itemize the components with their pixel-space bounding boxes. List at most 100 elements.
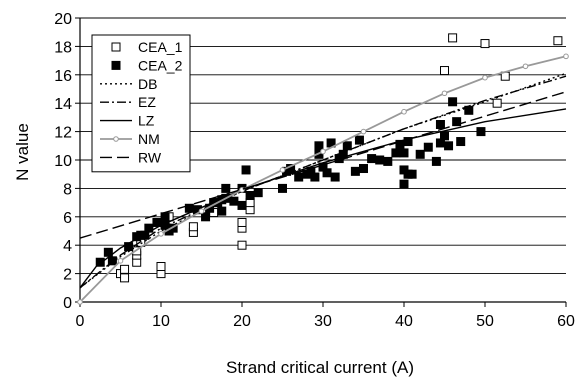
- line-marker: [279, 167, 286, 173]
- legend-label: LZ: [138, 113, 155, 129]
- legend-label: EZ: [138, 94, 156, 110]
- data-point: [399, 148, 409, 158]
- data-point: [383, 156, 393, 166]
- legend-label: NM: [138, 131, 160, 147]
- line-marker: [320, 148, 326, 155]
- data-point: [415, 149, 425, 159]
- x-tick-label: 40: [395, 313, 413, 330]
- data-point: [448, 33, 458, 43]
- legend-label: RW: [138, 149, 162, 165]
- y-tick-label: 0: [63, 295, 72, 312]
- data-point: [342, 141, 352, 151]
- series-nm: [77, 53, 569, 305]
- data-point: [492, 98, 502, 108]
- data-point: [103, 247, 113, 257]
- data-point: [310, 172, 320, 182]
- data-point: [124, 242, 134, 252]
- data-point: [435, 120, 445, 129]
- line-marker: [441, 90, 448, 97]
- data-point: [188, 222, 198, 232]
- data-point: [168, 223, 178, 233]
- y-tick-label: 18: [54, 39, 72, 56]
- y-tick-label: 4: [63, 238, 72, 255]
- data-point: [354, 135, 364, 145]
- legend-symbol: [111, 60, 121, 70]
- data-point: [156, 262, 166, 271]
- data-point: [314, 141, 324, 151]
- data-point: [217, 206, 227, 216]
- y-tick-label: 2: [63, 267, 72, 284]
- line-marker: [117, 258, 124, 264]
- y-tick-label: 16: [54, 68, 72, 85]
- tick-labels: 0 2 4 6 8 10 12 14 16 18 20 0 10 20 30 40 50 60: [54, 11, 575, 330]
- data-point: [245, 191, 255, 200]
- line-marker: [77, 299, 83, 305]
- line-marker: [522, 63, 529, 70]
- data-point: [120, 264, 130, 274]
- y-tick-label: 10: [54, 153, 72, 170]
- data-point: [440, 131, 449, 141]
- legend-item-cea_1: CEA_1: [111, 39, 183, 55]
- x-tick-label: 0: [76, 313, 85, 330]
- line-marker: [401, 108, 407, 115]
- data-point: [480, 39, 490, 49]
- legend-item-db: DB: [100, 76, 157, 92]
- data-point: [375, 155, 385, 165]
- data-point: [294, 172, 304, 182]
- x-axis-label: Strand critical current (A): [226, 358, 414, 377]
- data-point: [253, 188, 263, 198]
- data-point: [399, 179, 409, 189]
- data-point: [278, 183, 287, 193]
- x-tick-label: 10: [152, 313, 170, 330]
- line-marker: [563, 53, 569, 60]
- data-point: [407, 169, 417, 179]
- data-point: [423, 142, 433, 152]
- y-tick-label: 14: [54, 96, 72, 113]
- x-tick-label: 50: [476, 313, 494, 330]
- data-point: [452, 117, 462, 127]
- legend-label: CEA_2: [138, 57, 183, 73]
- data-point: [229, 196, 239, 206]
- y-tick-label: 12: [54, 125, 72, 142]
- data-point: [322, 168, 332, 178]
- legend-item-cea_2: CEA_2: [111, 57, 183, 73]
- data-point: [367, 154, 377, 164]
- line-marker: [198, 208, 205, 214]
- legend-marker: [113, 136, 119, 142]
- legend-label: CEA_1: [138, 39, 183, 55]
- data-point: [444, 141, 454, 151]
- data-point: [237, 200, 247, 210]
- data-point: [553, 36, 563, 46]
- legend-item-rw: RW: [100, 149, 162, 165]
- data-point: [120, 273, 130, 283]
- data-point: [330, 172, 340, 182]
- data-point: [448, 97, 458, 107]
- legend-item-nm: NM: [100, 131, 160, 147]
- data-point: [237, 217, 247, 227]
- data-point: [456, 137, 466, 147]
- data-point: [440, 66, 449, 76]
- legend-item-ez: EZ: [100, 94, 156, 110]
- x-tick-label: 60: [557, 313, 575, 330]
- line-marker: [158, 231, 164, 237]
- series: [77, 33, 569, 305]
- y-axis-label: N value: [13, 123, 32, 181]
- data-point: [391, 148, 401, 158]
- legend: CEA_1 CEA_2 DB EZ LZ NM RW: [91, 34, 191, 173]
- data-point: [476, 127, 486, 137]
- legend-label: DB: [138, 76, 157, 92]
- line-marker: [360, 128, 367, 135]
- data-point: [241, 165, 251, 175]
- y-tick-label: 8: [63, 181, 72, 198]
- line-marker: [482, 74, 488, 81]
- y-tick-label: 20: [54, 11, 72, 28]
- data-point: [201, 212, 211, 222]
- legend-item-lz: LZ: [100, 113, 155, 129]
- data-point: [403, 137, 413, 147]
- data-point: [221, 183, 231, 193]
- x-tick-label: 30: [314, 313, 332, 330]
- data-point: [359, 164, 368, 174]
- data-point: [431, 156, 441, 166]
